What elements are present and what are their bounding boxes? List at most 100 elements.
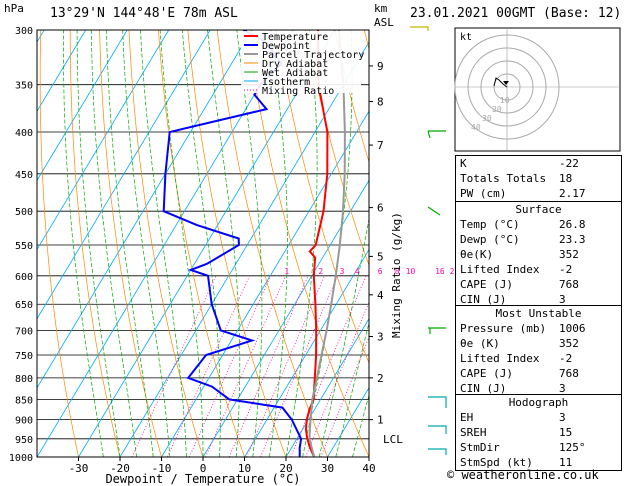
wet-adiabat--20 <box>76 30 121 457</box>
surface-header: Surface <box>515 203 562 216</box>
isotherm-20 <box>285 317 369 457</box>
wind-barbs <box>410 26 447 455</box>
hodograph-storm-motion <box>503 81 509 85</box>
copyright-footer: © weatheronline.co.uk <box>447 468 599 482</box>
km-tick-2: 2 <box>377 372 384 385</box>
x-tick-30: 30 <box>321 462 334 475</box>
legend-label-parcel: Parcel Trajectory <box>262 50 364 61</box>
axes-layer: 1234681016202530035040045050055060065070… <box>9 26 474 475</box>
pressure-tick-650: 650 <box>15 300 33 311</box>
hpa-unit-label: hPa <box>4 2 24 15</box>
mixing-ratio-label-8: 8 <box>395 267 400 276</box>
hodograph-ring-label-40: 40 <box>471 123 481 132</box>
dry-adiabat-70 <box>334 30 369 164</box>
dry-adiabat-0 <box>128 30 204 457</box>
dry-adiabat-10 <box>158 30 245 457</box>
pressure-tick-900: 900 <box>15 416 33 427</box>
location-title: 13°29'N 144°48'E 78m ASL <box>50 6 238 21</box>
pressure-tick-550: 550 <box>15 241 33 252</box>
dry-adiabat-30 <box>216 30 328 457</box>
wet-adiabat--12 <box>106 30 154 457</box>
dry-adiabat--20 <box>69 30 121 457</box>
hodograph-table-header: Hodograph <box>508 396 569 409</box>
surface-row-li: Lifted Index -2 <box>460 263 573 276</box>
pressure-tick-800: 800 <box>15 374 33 385</box>
mixing-ratio-label-3: 3 <box>340 267 345 276</box>
index-row-pw: PW (cm) 2.17 <box>460 187 586 200</box>
x-axis-label: Dewpoint / Temperature (°C) <box>105 472 300 486</box>
isotherm--20 <box>119 41 369 457</box>
pressure-tick-850: 850 <box>15 395 33 406</box>
hodo-row-eh: EH 3 <box>460 411 566 424</box>
surface-row-cin: CIN (J) 3 <box>460 293 566 306</box>
legend-label-isotherm: Isotherm <box>262 77 310 88</box>
most-unstable-header: Most Unstable <box>495 307 582 320</box>
dry-adiabat-20 <box>187 30 287 457</box>
mu-row-li: Lifted Index -2 <box>460 352 573 365</box>
mu-row-cin: CIN (J) 3 <box>460 382 566 395</box>
isotherm--10 <box>161 110 369 457</box>
legend: Temperature Dewpoint Parcel Trajectory D… <box>241 31 364 97</box>
mixing-ratio-label-20: 20 <box>450 267 460 276</box>
wind-barb-850 <box>428 396 447 408</box>
isotherm--110 <box>0 30 3 457</box>
surface-table: Surface Temp (°C) 26.8 Dewp (°C) 23.3 θe(K… <box>455 201 622 308</box>
mixing-ratio-line-1 <box>131 275 217 457</box>
x-tick--10: -10 <box>152 462 172 475</box>
pressure-tick-400: 400 <box>15 128 33 139</box>
pressure-tick-750: 750 <box>15 351 33 362</box>
pressure-tick-350: 350 <box>15 81 33 92</box>
km-tick-5: 5 <box>377 250 384 263</box>
pressure-tick-600: 600 <box>15 272 33 283</box>
legend-label-temperature: Temperature <box>262 32 328 43</box>
x-tick-40: 40 <box>362 462 375 475</box>
km-tick-9: 9 <box>377 60 384 73</box>
wind-barb-500 <box>427 206 441 216</box>
asl-unit-label: ASL <box>374 16 394 29</box>
mu-row-pressure: Pressure (mb) 1006 <box>460 322 586 335</box>
indices-table: K -22 Totals Totals 18 PW (cm) 2.17 <box>455 155 622 202</box>
dry-adiabat--30 <box>39 30 79 457</box>
x-tick-0: 0 <box>200 462 207 475</box>
hodograph-kt-label: kt <box>460 32 472 43</box>
mixing-ratio-line-2 <box>167 275 250 457</box>
mixing-ratio-line-10 <box>260 275 338 457</box>
wet-adiabat-28 <box>318 216 369 457</box>
km-tick-8: 8 <box>377 95 384 108</box>
index-row-totals: Totals Totals 18 <box>460 172 573 185</box>
mixing-ratio-label-4: 4 <box>355 267 360 276</box>
mixing-ratio-axis-label: Mixing Ratio (g/kg) <box>390 212 403 338</box>
wet-adiabat--24 <box>63 30 104 457</box>
isotherm-10 <box>244 248 369 457</box>
mixing-ratio-line-4 <box>205 275 287 457</box>
x-tick-10: 10 <box>238 462 251 475</box>
wet-adiabat-12 <box>236 30 263 457</box>
mixing-ratio-label-16: 16 <box>435 267 445 276</box>
datetime-title: 23.01.2021 00GMT (Base: 12) <box>410 6 622 21</box>
wet-adiabat--16 <box>90 30 137 457</box>
wet-adiabat-8 <box>207 30 241 457</box>
pressure-tick-300: 300 <box>15 26 33 37</box>
hodograph-table: Hodograph EH 3 SREH 15 StmDir 125° StmSpd (… <box>455 394 622 471</box>
mu-row-thetae: θe (K) 352 <box>460 337 579 350</box>
wet-adiabat-4 <box>181 30 221 457</box>
km-unit-label: km <box>374 2 388 15</box>
x-tick--20: -20 <box>110 462 130 475</box>
series-layer <box>162 30 346 457</box>
pressure-tick-1000: 1000 <box>9 453 33 464</box>
dry-adiabat--10 <box>99 30 162 457</box>
mixing-ratio-label-10: 10 <box>406 267 416 276</box>
most-unstable-table: Most Unstable Pressure (mb) 1006 θe (K) 35… <box>455 305 622 397</box>
isotherm--70 <box>37 30 170 251</box>
hodo-row-sreh: SREH 15 <box>460 426 573 439</box>
wind-barb-300 <box>410 26 429 31</box>
isotherm--30 <box>78 30 336 457</box>
wet-adiabat-20 <box>285 30 318 457</box>
dry-adiabat-60 <box>305 30 369 267</box>
hodo-row-stmspd: StmSpd (kt) 11 <box>460 456 573 469</box>
mixing-ratio-line-6 <box>228 275 309 457</box>
hodograph-trace <box>493 77 508 88</box>
wet-adiabat--8 <box>122 30 171 457</box>
km-tick-6: 6 <box>377 202 384 215</box>
grid-layer <box>0 30 369 457</box>
